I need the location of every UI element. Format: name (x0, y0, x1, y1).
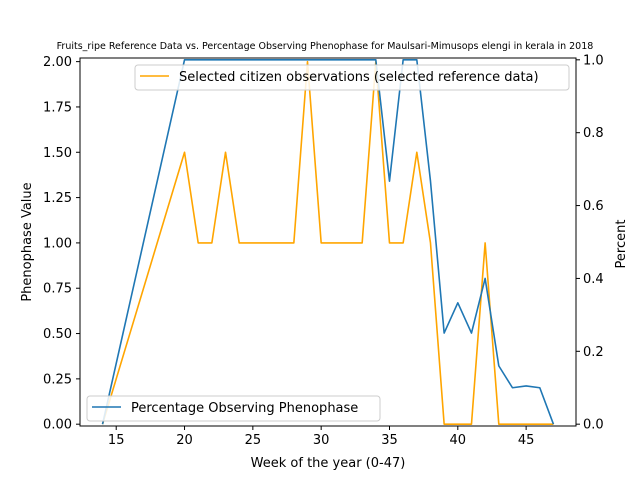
y-left-tick-label: 0.25 (43, 372, 72, 387)
y-axis-right: 0.0 0.2 0.4 0.6 0.8 1.0 (576, 53, 604, 433)
y-right-tick-label: 0.6 (583, 199, 604, 214)
y-left-tick-label: 0.75 (43, 282, 72, 297)
y-left-tick-label: 0.50 (43, 327, 72, 342)
legend-top-right: Selected citizen observations (selected … (134, 64, 570, 91)
y-axis-label-left: Phenophase Value (20, 182, 35, 301)
x-tick-label: 25 (245, 433, 262, 448)
x-tick-label: 15 (108, 433, 125, 448)
x-axis-label: Week of the year (0-47) (251, 456, 406, 471)
plot-frame (79, 57, 577, 427)
y-right-tick-label: 0.2 (583, 345, 604, 360)
y-right-tick-label: 0.4 (583, 272, 604, 287)
x-tick-label: 30 (313, 433, 330, 448)
x-tick-label: 20 (176, 433, 193, 448)
legend-lower-left: Percentage Observing Phenophase (86, 395, 381, 422)
y-axis-left: 0.00 0.25 0.50 0.75 1.00 1.25 1.50 1.75 2.00 (43, 55, 80, 433)
y-right-tick-label: 1.0 (583, 53, 604, 68)
y-axis-label-right: Percent (614, 220, 629, 269)
x-tick-label: 40 (450, 433, 467, 448)
legend-label-orange: Selected citizen observations (selected … (179, 70, 539, 85)
y-right-tick-label: 0.8 (583, 126, 604, 141)
legend-box-bottom (86, 395, 381, 422)
y-left-tick-label: 1.50 (43, 146, 72, 161)
y-left-tick-label: 2.00 (43, 55, 72, 70)
chart-title: Fruits_ripe Reference Data vs. Percentag… (57, 41, 594, 52)
y-right-tick-label: 0.0 (583, 418, 604, 433)
x-axis: 15 20 25 30 35 40 45 (108, 426, 534, 448)
legend-box-top (134, 64, 570, 91)
y-left-tick-label: 0.00 (43, 418, 72, 433)
x-tick-label: 45 (518, 433, 535, 448)
legend-label-blue: Percentage Observing Phenophase (131, 401, 358, 416)
series-layer (101, 59, 555, 425)
x-tick-label: 35 (381, 433, 398, 448)
y-left-tick-label: 1.25 (43, 191, 72, 206)
y-left-tick-label: 1.75 (43, 100, 72, 115)
y-left-tick-label: 1.00 (43, 236, 72, 251)
